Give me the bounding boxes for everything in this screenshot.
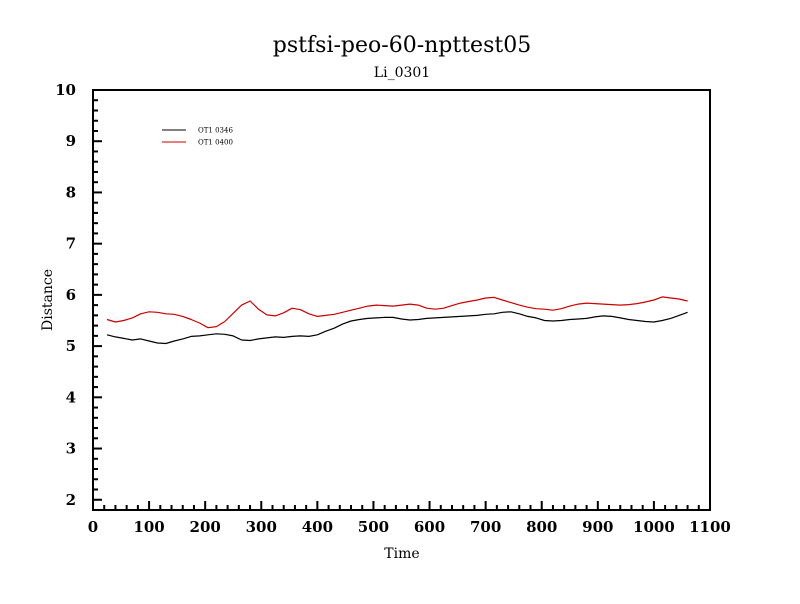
x-tick-label: 700 bbox=[470, 518, 501, 536]
x-tick-label: 400 bbox=[302, 518, 333, 536]
legend-label: OT1 0400 bbox=[198, 139, 233, 147]
y-axis: 2 3 4 5 6 7 8 9 10 bbox=[55, 81, 102, 511]
x-tick-label: 100 bbox=[133, 518, 164, 536]
y-tick-label: 4 bbox=[66, 388, 76, 406]
y-tick-label: 3 bbox=[66, 440, 76, 458]
x-tick-label: 0 bbox=[88, 518, 98, 536]
x-tick-label: 1000 bbox=[633, 518, 675, 536]
x-tick-label: 200 bbox=[190, 518, 221, 536]
series-line-1 bbox=[106, 311, 688, 345]
x-tick-label: 300 bbox=[246, 518, 277, 536]
x-tick-label: 600 bbox=[414, 518, 445, 536]
x-axis-label: Time bbox=[384, 546, 419, 562]
legend-label: OT1 0346 bbox=[198, 127, 233, 135]
y-tick-label: 2 bbox=[66, 491, 76, 509]
y-axis-label: Distance bbox=[40, 269, 56, 331]
series-line-2 bbox=[106, 296, 688, 329]
x-axis: 0 100 200 300 400 500 600 700 800 900 1000 1100 bbox=[88, 501, 731, 536]
y-tick-label: 10 bbox=[55, 81, 76, 99]
y-tick-label: 7 bbox=[66, 235, 76, 253]
x-tick-label: 1100 bbox=[689, 518, 731, 536]
y-tick-label: 8 bbox=[66, 183, 76, 201]
plot-frame bbox=[92, 89, 711, 511]
x-tick-label: 800 bbox=[526, 518, 557, 536]
legend: OT1 0346 OT1 0400 bbox=[162, 127, 233, 147]
y-tick-label: 6 bbox=[66, 286, 76, 304]
chart-subtitle: Li_0301 bbox=[374, 65, 430, 81]
series-layer bbox=[106, 296, 688, 345]
chart-title: pstfsi-peo-60-npttest05 bbox=[273, 33, 531, 58]
x-tick-label: 900 bbox=[582, 518, 613, 536]
x-tick-label: 500 bbox=[358, 518, 389, 536]
y-tick-label: 5 bbox=[66, 337, 76, 355]
y-tick-label: 9 bbox=[66, 132, 76, 150]
